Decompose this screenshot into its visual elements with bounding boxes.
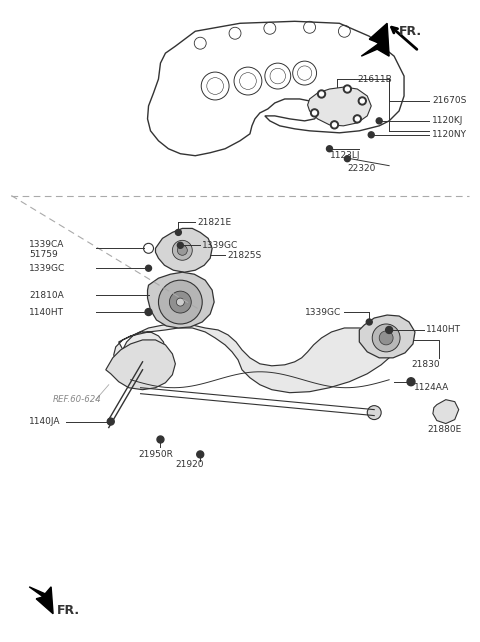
Circle shape [330, 121, 338, 129]
Circle shape [376, 118, 382, 124]
Polygon shape [361, 23, 389, 56]
Circle shape [344, 156, 350, 162]
Polygon shape [156, 229, 212, 272]
Circle shape [333, 123, 336, 127]
Circle shape [353, 115, 361, 123]
Circle shape [379, 331, 393, 345]
Text: 1140HT: 1140HT [29, 308, 64, 317]
Text: 1140JA: 1140JA [29, 417, 61, 426]
Circle shape [178, 245, 187, 256]
Circle shape [197, 451, 204, 458]
Text: 21810A: 21810A [29, 291, 64, 300]
Text: 1339GC: 1339GC [29, 264, 65, 273]
Text: 21821E: 21821E [197, 218, 231, 227]
Text: 21920: 21920 [175, 460, 204, 469]
Polygon shape [360, 315, 415, 358]
Circle shape [178, 242, 183, 248]
Circle shape [343, 85, 351, 93]
Text: 1120KJ: 1120KJ [432, 116, 463, 125]
Text: 21950R: 21950R [139, 450, 173, 459]
Circle shape [312, 111, 316, 115]
Text: REF.60-624: REF.60-624 [53, 395, 102, 404]
Polygon shape [147, 272, 214, 328]
Circle shape [358, 97, 366, 105]
Circle shape [346, 87, 349, 91]
Polygon shape [308, 87, 371, 126]
Text: 21670S: 21670S [432, 96, 466, 105]
Circle shape [169, 291, 192, 313]
Text: 1124AA: 1124AA [414, 383, 449, 392]
Polygon shape [106, 340, 175, 390]
Circle shape [145, 265, 152, 271]
Circle shape [372, 324, 400, 352]
Text: 21880E: 21880E [427, 425, 461, 434]
Text: 1339CA: 1339CA [29, 240, 65, 249]
Circle shape [326, 146, 333, 152]
Circle shape [311, 109, 319, 117]
Circle shape [355, 117, 360, 121]
Circle shape [368, 132, 374, 138]
Text: 1140HT: 1140HT [426, 325, 461, 334]
Text: 22320: 22320 [348, 164, 376, 173]
Text: 21611B: 21611B [357, 74, 392, 83]
Circle shape [107, 418, 114, 425]
Circle shape [320, 92, 324, 96]
Text: 21830: 21830 [411, 360, 440, 369]
Text: 51759: 51759 [29, 250, 58, 259]
Polygon shape [114, 325, 393, 393]
Circle shape [318, 90, 325, 98]
Text: 21825S: 21825S [227, 251, 261, 260]
Text: 1339GC: 1339GC [305, 308, 341, 317]
Circle shape [176, 298, 184, 306]
Circle shape [172, 240, 192, 260]
Text: FR.: FR. [57, 604, 80, 617]
Circle shape [367, 406, 381, 420]
Text: FR.: FR. [399, 25, 422, 38]
Polygon shape [433, 400, 459, 424]
Text: 1123LJ: 1123LJ [329, 152, 360, 160]
Text: 1120NY: 1120NY [432, 130, 467, 139]
Polygon shape [29, 587, 53, 614]
Circle shape [158, 280, 202, 324]
Circle shape [385, 327, 393, 333]
Text: 1339GC: 1339GC [202, 241, 239, 250]
Circle shape [175, 229, 181, 236]
Circle shape [145, 309, 152, 315]
Circle shape [366, 319, 372, 325]
Circle shape [360, 99, 364, 103]
Circle shape [407, 377, 415, 386]
Circle shape [157, 436, 164, 443]
